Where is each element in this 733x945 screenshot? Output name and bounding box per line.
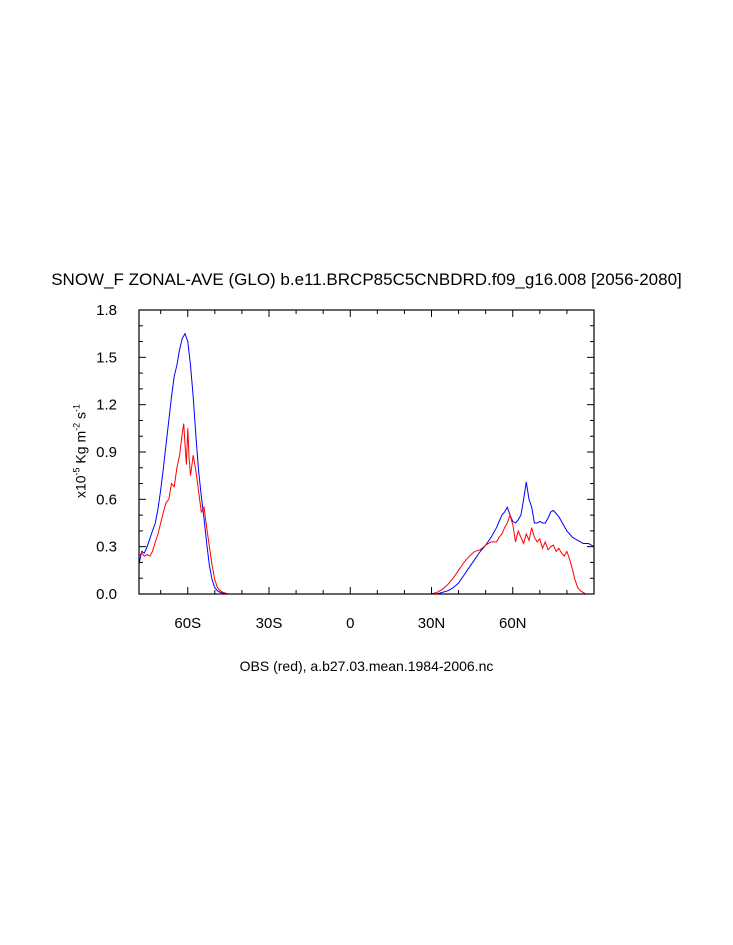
y-tick-label-1: 0.3: [96, 539, 117, 556]
x-tick-label-4: 60N: [499, 615, 527, 632]
chart-title: SNOW_F ZONAL-AVE (GLO) b.e11.BRCP85C5CNB…: [51, 270, 682, 289]
series-line-obs: [139, 423, 594, 594]
x-tick-label-2: 0: [346, 615, 354, 632]
series-line-model: [139, 332, 594, 594]
y-tick-label-4: 1.2: [96, 397, 117, 414]
y-tick-label-5: 1.5: [96, 349, 117, 366]
y-tick-label-2: 0.6: [96, 491, 117, 508]
x-tick-label-3: 30N: [418, 615, 446, 632]
x-axis-label: OBS (red), a.b27.03.mean.1984-2006.nc: [239, 658, 494, 674]
y-tick-label-3: 0.9: [96, 444, 117, 461]
x-tick-label-1: 30S: [256, 615, 283, 632]
y-tick-label-6: 1.8: [96, 302, 117, 319]
y-tick-label-0: 0.0: [96, 586, 117, 603]
x-tick-label-0: 60S: [174, 615, 201, 632]
